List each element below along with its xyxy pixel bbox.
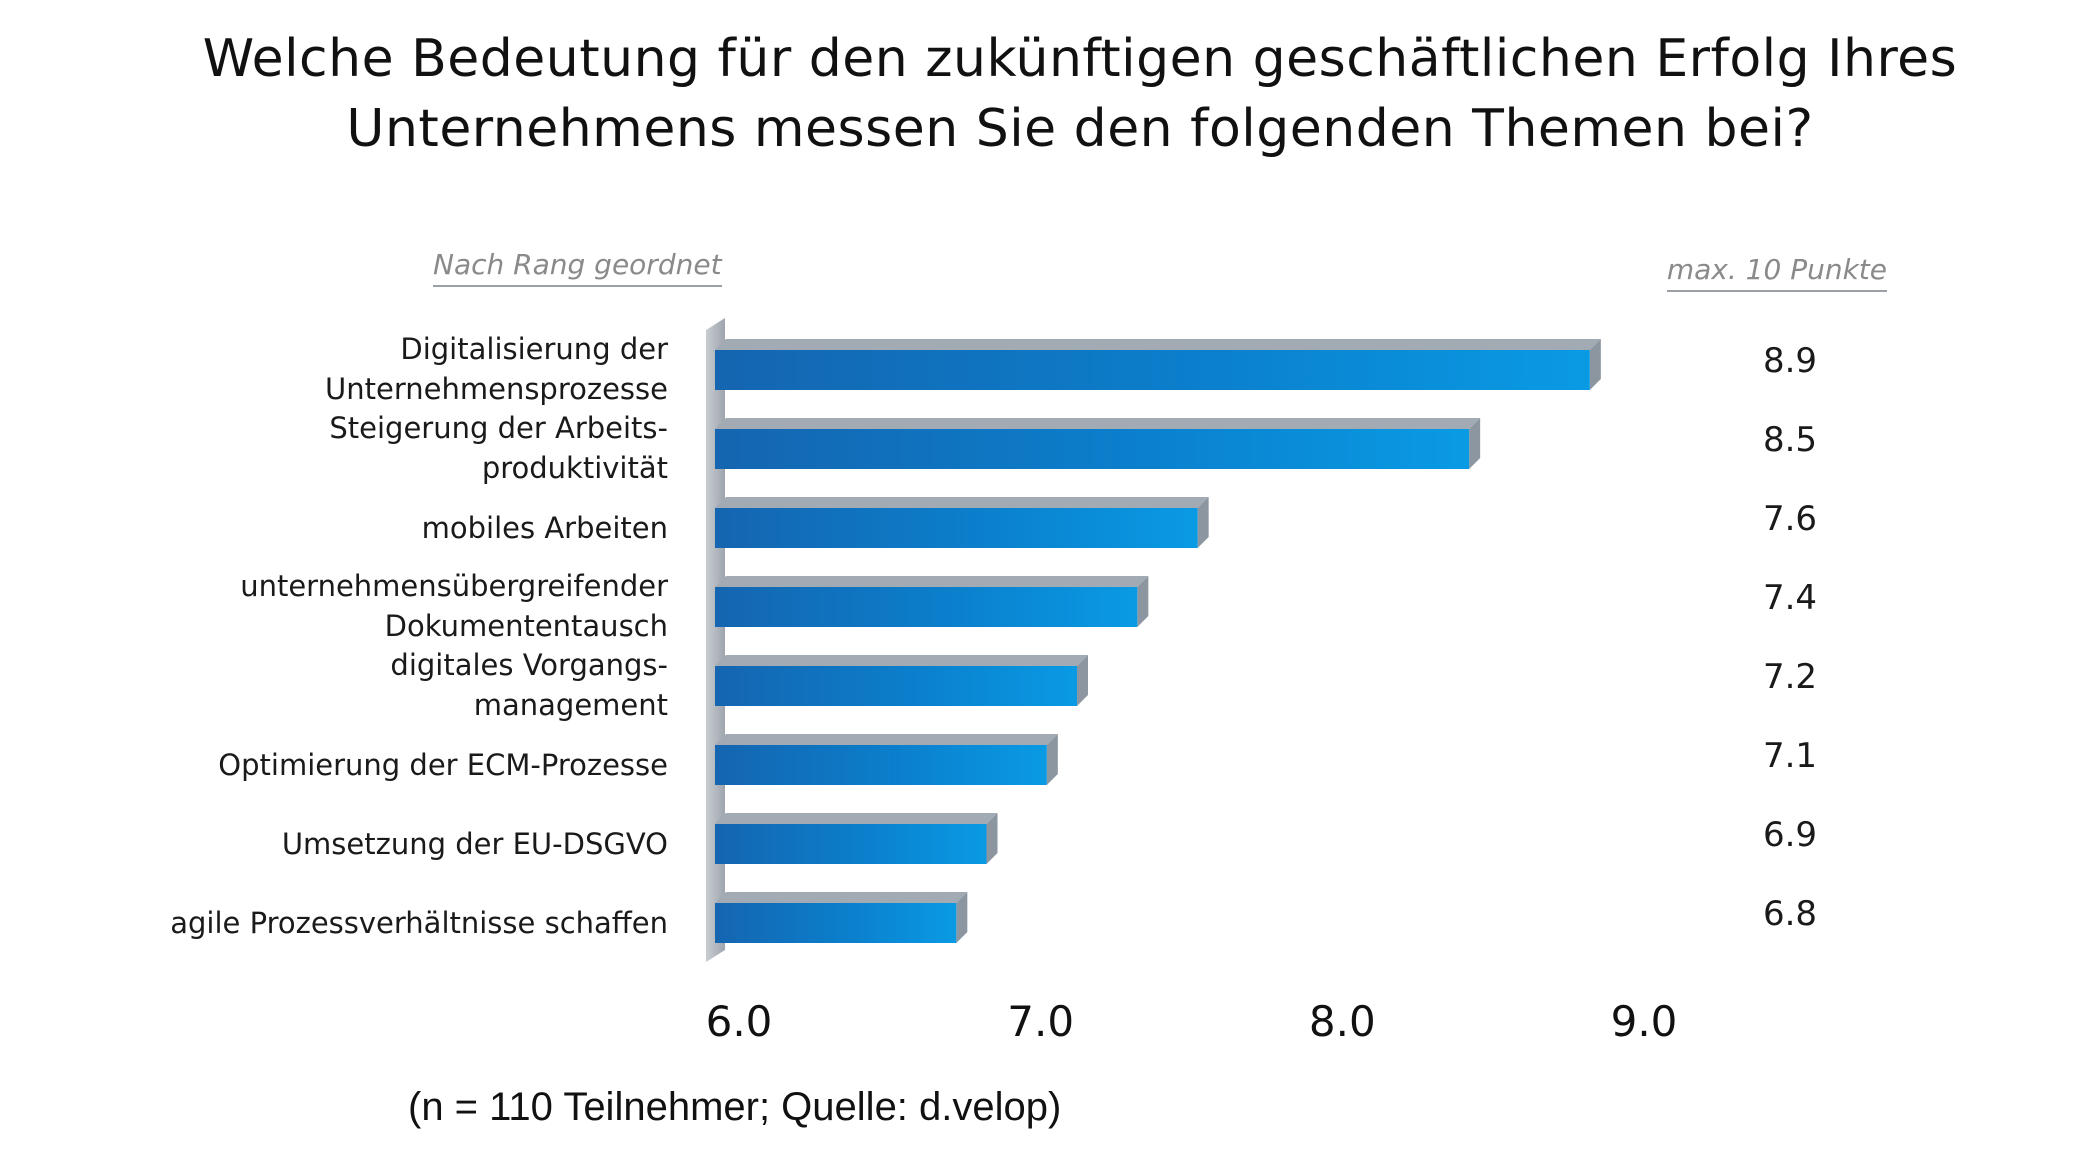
value-label-5: 7.2 [1763,657,1817,697]
category-label-3: mobiles Arbeiten [422,511,668,545]
value-label-8: 6.8 [1763,894,1817,934]
bar-5 [715,655,1088,706]
bar-6 [715,734,1058,785]
x-tick-2: 7.0 [1007,997,1074,1046]
max-points-note: max. 10 Punkte [1666,253,1887,292]
chart-title-line-2: Unternehmens messen Sie den folgenden Th… [346,99,1814,159]
x-tick-1: 6.0 [706,997,773,1046]
bar-1 [715,339,1601,390]
value-label-7: 6.9 [1763,815,1817,855]
category-label-1: Digitalisierung der Unternehmensprozesse [325,332,668,406]
category-label-8: agile Prozessverhältnisse schaffen [170,906,668,940]
value-label-6: 7.1 [1763,736,1817,776]
axis-wall [706,318,725,962]
source-footnote: (n = 110 Teilnehmer; Quelle: d.velop) [408,1085,1062,1129]
rank-note: Nach Rang geordnet [433,248,722,287]
value-label-4: 7.4 [1763,578,1817,618]
bar-7 [715,813,998,864]
value-label-3: 7.6 [1763,499,1817,539]
category-label-7: Umsetzung der EU-DSGVO [282,827,668,861]
category-label-5: digitales Vorgangs-management [390,648,668,722]
category-label-6: Optimierung der ECM-Prozesse [218,748,668,782]
bar-3 [715,497,1209,548]
chart-title-line-1: Welche Bedeutung für den zukünftigen ges… [202,29,1958,89]
bar-4 [715,576,1149,627]
x-tick-4: 9.0 [1611,997,1678,1046]
bar-2 [715,418,1481,469]
bar-8 [715,892,968,943]
category-label-2: Steigerung der Arbeits-produktivität [329,411,668,485]
value-label-2: 8.5 [1763,420,1817,460]
category-label-4: unternehmensübergreifender Dokumententaus… [240,569,668,643]
value-label-1: 8.9 [1763,341,1817,381]
x-tick-3: 8.0 [1309,997,1376,1046]
